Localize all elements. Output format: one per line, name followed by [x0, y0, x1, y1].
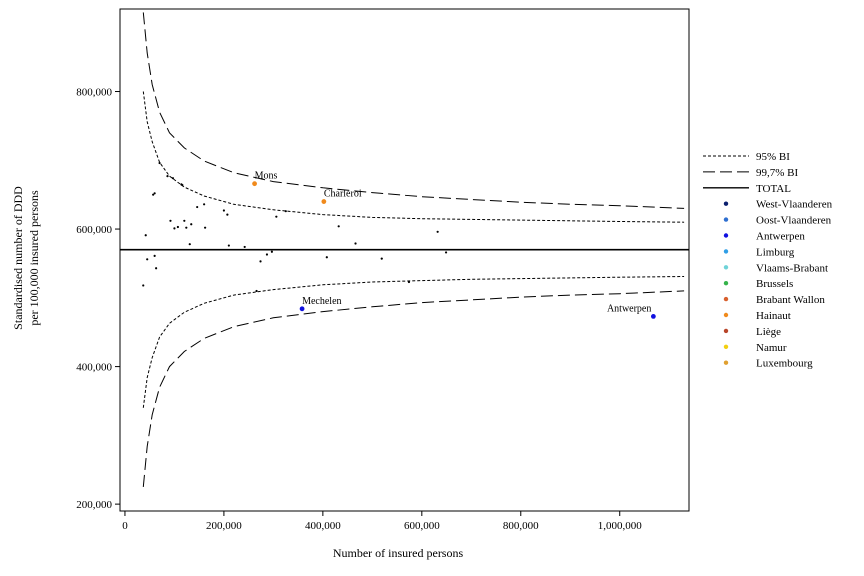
data-point: [153, 254, 156, 257]
legend-marker: [723, 265, 729, 270]
x-tick-label: 200,000: [206, 520, 242, 532]
limit-997-lower: [142, 290, 685, 487]
legend-label: West-Vlaanderen: [756, 199, 833, 211]
point-label: Mons: [255, 171, 278, 182]
y-axis-title: Standardised number of DDD: [11, 186, 25, 330]
limit-997-upper: [142, 12, 685, 209]
y-tick-label: 400,000: [76, 362, 112, 374]
data-point: [270, 250, 273, 253]
data-point: [181, 183, 184, 187]
legend-marker: [723, 281, 729, 286]
data-point: [176, 225, 179, 229]
data-point: [204, 226, 207, 229]
data-point: [380, 257, 383, 260]
y-axis-title-line2: per 100,000 insured persons: [27, 190, 41, 326]
data-point: [436, 230, 439, 233]
data-point: [188, 243, 191, 246]
axes: 0 200,000 400,000 600,000 800,000 1,000,000 20…: [76, 8, 690, 532]
legend-label: Limburg: [756, 246, 795, 258]
legend-marker: [723, 296, 729, 302]
data-point: [158, 161, 161, 165]
legend-label: Liège: [756, 326, 781, 338]
limit-95-upper: [142, 91, 685, 223]
legend-label: 99,7% BI: [756, 167, 799, 179]
legend-marker: [723, 328, 729, 334]
data-point: [255, 289, 258, 293]
data-point: [227, 244, 230, 247]
plot-content: [120, 12, 689, 487]
legend-label: TOTAL: [756, 183, 791, 195]
legend-label: Luxembourg: [756, 358, 813, 370]
x-tick-label: 600,000: [404, 520, 440, 532]
data-point: [203, 203, 206, 206]
y-tick-label: 600,000: [76, 224, 112, 236]
data-point: [275, 215, 278, 218]
data-point: [321, 199, 327, 204]
legend-marker: [723, 360, 729, 365]
data-point: [444, 251, 448, 254]
x-tick-label: 800,000: [503, 520, 539, 532]
data-point: [354, 242, 357, 245]
legend-label: Oost-Vlaanderen: [756, 215, 832, 227]
data-point: [185, 226, 188, 229]
plot-frame: [119, 8, 690, 512]
data-point: [650, 313, 656, 319]
data-point: [183, 219, 186, 222]
data-point: [155, 267, 158, 270]
data-point: [222, 209, 226, 212]
legend-marker: [723, 217, 729, 222]
point-label: Antwerpen: [607, 303, 651, 314]
point-label: Mechelen: [302, 296, 341, 307]
data-point: [196, 205, 199, 209]
legend-marker: [723, 249, 729, 254]
legend-marker: [723, 312, 729, 318]
data-point: [265, 253, 269, 256]
legend-marker: [723, 344, 729, 349]
legend-label: 95% BI: [756, 151, 790, 163]
data-point: [243, 245, 246, 249]
legend-label: Namur: [756, 342, 787, 354]
data-point: [173, 227, 176, 230]
data-point: [142, 284, 145, 287]
data-point: [407, 280, 411, 284]
y-tick-label: 200,000: [76, 499, 112, 511]
data-point: [299, 306, 305, 312]
legend-label: Brabant Wallon: [756, 294, 825, 306]
x-axis-title: Number of insured persons: [333, 546, 464, 560]
data-point: [153, 192, 156, 195]
data-point: [144, 234, 147, 237]
data-point: [152, 193, 155, 196]
data-point: [337, 225, 340, 228]
x-tick-label: 0: [122, 520, 128, 532]
data-point: [169, 219, 172, 222]
data-point: [325, 256, 328, 259]
plot-area: Mons Charleroi Mechelen Antwerpen: [120, 12, 689, 487]
data-point: [284, 210, 287, 213]
legend-label: Brussels: [756, 278, 793, 290]
legend-label: Antwerpen: [756, 231, 805, 243]
legend-marker: [723, 201, 729, 206]
data-point: [171, 177, 175, 180]
data-point: [259, 260, 262, 263]
legend-label: Hainaut: [756, 310, 791, 322]
data-point: [146, 258, 149, 261]
y-tick-label: 800,000: [76, 87, 112, 99]
legend-label: Vlaams-Brabant: [756, 262, 828, 274]
data-point: [166, 175, 169, 178]
x-tick-label: 400,000: [305, 520, 341, 532]
data-point: [252, 181, 257, 187]
limit-95-lower: [142, 276, 685, 408]
legend-marker: [723, 233, 729, 238]
data-point: [226, 213, 229, 216]
point-label: Charleroi: [324, 189, 362, 200]
x-tick-label: 1,000,000: [598, 520, 643, 532]
data-point: [190, 223, 193, 226]
legend: 95% BI 99,7% BI TOTAL West-Vlaanderen Oost-V…: [703, 151, 833, 370]
